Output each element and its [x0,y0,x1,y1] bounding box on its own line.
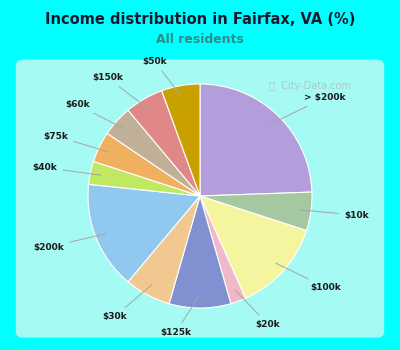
Wedge shape [89,161,200,196]
Wedge shape [107,110,200,196]
Wedge shape [200,196,246,304]
Text: $20k: $20k [236,290,280,329]
Wedge shape [200,192,312,231]
Text: $150k: $150k [92,73,148,109]
Text: > $200k: > $200k [271,93,345,124]
Text: $200k: $200k [34,233,106,252]
Wedge shape [128,91,200,196]
Text: $100k: $100k [276,263,341,292]
Text: All residents: All residents [156,33,244,46]
Text: $125k: $125k [160,297,198,337]
Wedge shape [162,84,200,196]
FancyBboxPatch shape [16,60,384,338]
Text: ⓘ  City-Data.com: ⓘ City-Data.com [269,81,351,91]
Wedge shape [200,196,306,298]
Wedge shape [200,84,312,196]
Text: $10k: $10k [300,210,369,219]
Wedge shape [128,196,200,304]
Wedge shape [169,196,231,308]
Text: $60k: $60k [65,100,124,129]
Wedge shape [94,133,200,196]
Text: $50k: $50k [143,57,181,97]
Text: $75k: $75k [43,132,109,152]
Text: Income distribution in Fairfax, VA (%): Income distribution in Fairfax, VA (%) [45,12,355,27]
Text: $40k: $40k [33,163,101,175]
Text: $30k: $30k [102,285,152,321]
Wedge shape [88,184,200,282]
